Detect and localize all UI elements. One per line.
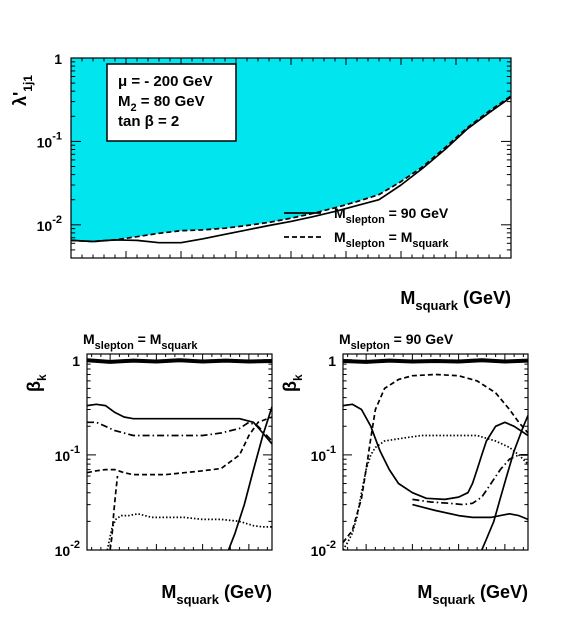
panel-title: Mslepton = Msquark — [83, 331, 198, 352]
x-axis-label: Msquark (GeV) — [161, 582, 272, 607]
x-axis-label: Msquark (GeV) — [417, 582, 528, 607]
series-line-0 — [343, 358, 528, 364]
series-line-1 — [71, 95, 511, 243]
y-tick-label: 1 — [328, 353, 336, 369]
x-axis-label: Msquark (GeV) — [400, 288, 511, 313]
series-line-3 — [343, 403, 528, 501]
y-tick-label: 10-2 — [37, 214, 62, 234]
y-tick-label: 1 — [54, 51, 62, 67]
series-line-0 — [87, 358, 272, 364]
y-axis-label: βk — [24, 374, 49, 392]
chart-panel-2: 1 10-1 10-2 Msquark (GeV) βk Mslepton = Msqua… — [24, 331, 273, 607]
parameter-box — [106, 63, 237, 142]
series-line-2 — [343, 434, 528, 550]
panel-title: Mslepton = 90 GeV — [339, 331, 454, 352]
series-line-3 — [87, 416, 272, 476]
series-line-5 — [412, 503, 528, 521]
y-axis-label: βk — [280, 374, 305, 392]
y-tick-label: 10-1 — [55, 444, 80, 464]
parameter-text: M2 = 80 GeV — [118, 93, 205, 114]
plot-frame — [342, 353, 529, 551]
plot-frame — [86, 353, 273, 551]
series-line-4 — [106, 512, 272, 550]
series-line-5 — [227, 406, 272, 550]
series-line-6 — [109, 475, 119, 550]
y-tick-label: 10-2 — [311, 539, 336, 559]
y-tick-label: 1 — [72, 353, 80, 369]
chart-panel-3: 1 10-1 10-2 Msquark (GeV) βk Mslepton = 90 Ge… — [280, 331, 529, 607]
y-tick-label: 10-1 — [311, 444, 336, 464]
x-ticks — [70, 58, 512, 258]
series-line-2 — [87, 421, 272, 442]
series-line-6 — [481, 415, 528, 550]
series-line-1 — [343, 373, 528, 544]
series-line-1 — [87, 403, 272, 445]
x-ticks — [347, 354, 524, 550]
legend-entry: Mslepton = Msquark — [334, 229, 449, 250]
y-ticks: 1 10-1 10-2 — [55, 353, 272, 559]
parameter-text: tan β = 2 — [118, 113, 179, 130]
y-tick-label: 10-1 — [37, 130, 62, 150]
parameter-text: μ = - 200 GeV — [118, 73, 213, 90]
y-axis-label: λ'1j1 — [10, 75, 35, 106]
x-ticks — [91, 354, 268, 550]
legend-entry: Mslepton = 90 GeV — [334, 205, 449, 226]
chart-panel-1: 1 10-1 10-2 Msquark (GeV) λ'1j1 μ = - 200 GeV… — [10, 51, 512, 313]
series-line-0 — [71, 96, 511, 244]
y-tick-label: 10-2 — [55, 539, 80, 559]
y-ticks: 1 10-1 10-2 — [37, 51, 511, 259]
